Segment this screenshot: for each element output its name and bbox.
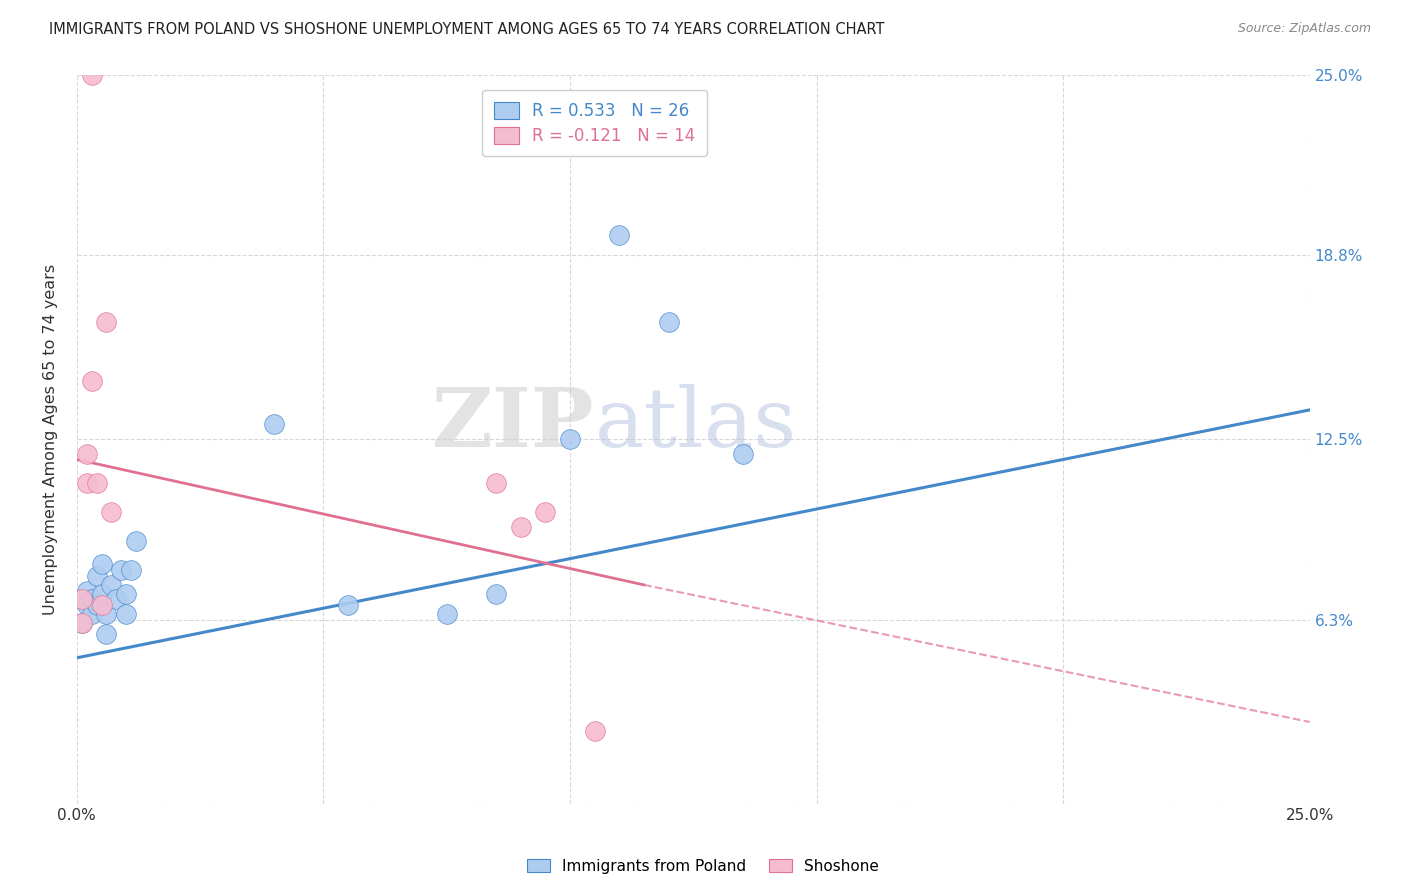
Text: ZIP: ZIP	[432, 384, 595, 465]
Point	[436, 607, 458, 621]
Legend: Immigrants from Poland, Shoshone: Immigrants from Poland, Shoshone	[520, 853, 886, 880]
Legend: R = 0.533   N = 26, R = -0.121   N = 14: R = 0.533 N = 26, R = -0.121 N = 14	[482, 90, 707, 156]
Point	[76, 475, 98, 490]
Point	[263, 417, 285, 432]
Point	[96, 315, 118, 329]
Point	[96, 627, 118, 641]
Text: Source: ZipAtlas.com: Source: ZipAtlas.com	[1237, 22, 1371, 36]
Point	[485, 475, 508, 490]
Text: IMMIGRANTS FROM POLAND VS SHOSHONE UNEMPLOYMENT AMONG AGES 65 TO 74 YEARS CORREL: IMMIGRANTS FROM POLAND VS SHOSHONE UNEMP…	[49, 22, 884, 37]
Point	[125, 534, 148, 549]
Point	[731, 447, 754, 461]
Point	[583, 723, 606, 738]
Point	[337, 599, 360, 613]
Point	[105, 592, 128, 607]
Point	[100, 505, 122, 519]
Point	[115, 607, 138, 621]
Point	[70, 615, 93, 630]
Y-axis label: Unemployment Among Ages 65 to 74 years: Unemployment Among Ages 65 to 74 years	[44, 263, 58, 615]
Point	[100, 578, 122, 592]
Point	[110, 563, 132, 577]
Point	[607, 227, 630, 242]
Point	[80, 374, 103, 388]
Point	[115, 587, 138, 601]
Point	[80, 592, 103, 607]
Point	[76, 447, 98, 461]
Point	[76, 583, 98, 598]
Point	[80, 68, 103, 82]
Point	[86, 599, 108, 613]
Point	[534, 505, 557, 519]
Point	[485, 587, 508, 601]
Point	[90, 587, 112, 601]
Point	[509, 519, 531, 533]
Point	[90, 558, 112, 572]
Point	[90, 599, 112, 613]
Point	[70, 615, 93, 630]
Point	[86, 569, 108, 583]
Point	[70, 592, 93, 607]
Text: atlas: atlas	[595, 384, 797, 465]
Point	[120, 563, 142, 577]
Point	[76, 599, 98, 613]
Point	[86, 475, 108, 490]
Point	[96, 607, 118, 621]
Point	[558, 432, 581, 446]
Point	[658, 315, 681, 329]
Point	[80, 607, 103, 621]
